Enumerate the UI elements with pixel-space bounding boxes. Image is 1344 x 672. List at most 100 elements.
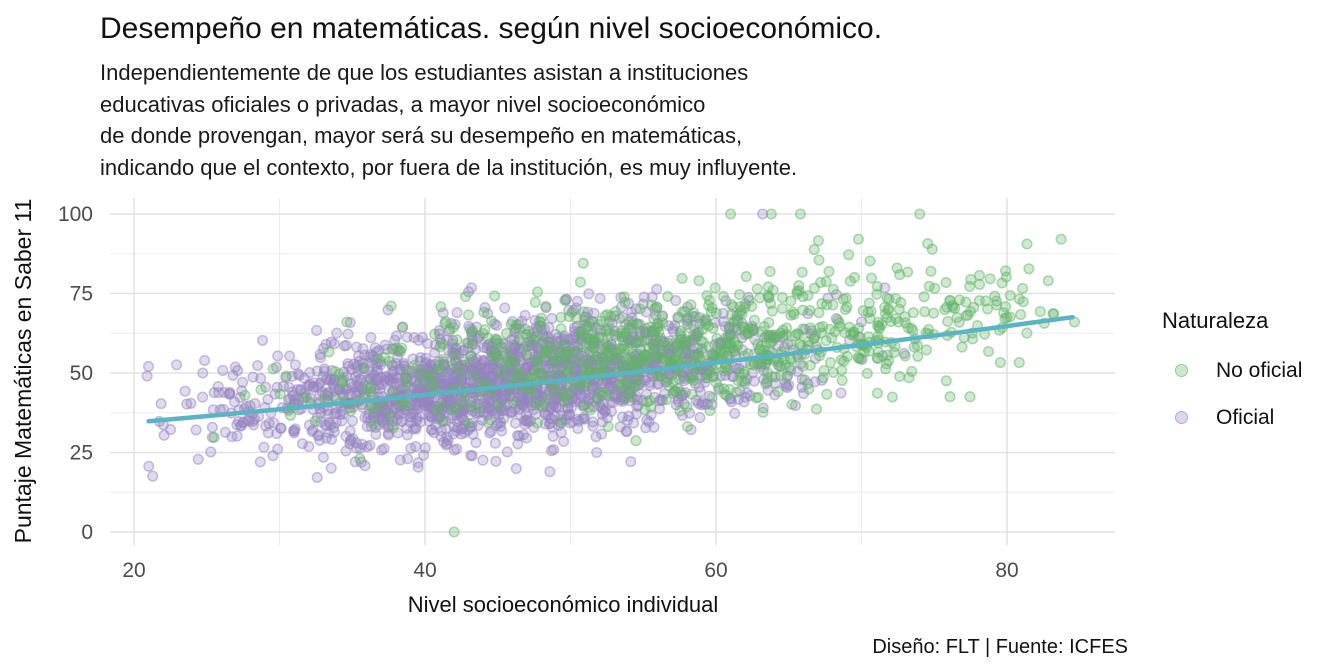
data-point — [534, 320, 546, 332]
data-point — [951, 312, 963, 324]
data-point — [1013, 357, 1025, 369]
data-point — [676, 272, 688, 284]
data-point — [886, 391, 898, 403]
data-point — [490, 455, 502, 467]
data-point — [206, 421, 218, 433]
data-point — [313, 429, 325, 441]
data-point — [964, 280, 976, 292]
data-point — [918, 291, 930, 303]
data-point — [730, 386, 743, 398]
data-point — [864, 255, 876, 267]
data-point — [530, 399, 542, 411]
data-point — [942, 315, 954, 327]
data-point — [743, 294, 755, 306]
data-point — [940, 375, 952, 387]
data-point — [655, 369, 668, 381]
data-point — [808, 282, 820, 294]
data-point — [824, 357, 837, 369]
data-point — [258, 441, 270, 453]
data-point — [387, 422, 399, 434]
data-point — [835, 387, 847, 399]
data-point — [454, 367, 466, 379]
data-point — [574, 276, 586, 288]
data-point — [652, 318, 664, 330]
data-point — [499, 302, 511, 314]
data-point — [678, 305, 691, 317]
data-point — [890, 292, 902, 305]
data-point — [342, 328, 354, 340]
data-point — [706, 392, 718, 404]
data-point — [785, 295, 797, 307]
data-point — [249, 398, 261, 410]
subtitle-line-1: Independientemente de que los estudiante… — [100, 60, 749, 85]
data-point — [341, 316, 353, 328]
data-point — [428, 379, 440, 391]
data-point — [681, 401, 693, 413]
data-point — [365, 332, 377, 344]
data-point — [725, 208, 737, 220]
data-point — [1042, 275, 1054, 287]
data-point — [584, 404, 596, 416]
data-point — [311, 324, 323, 336]
data-point — [735, 304, 747, 316]
data-point — [354, 442, 366, 454]
data-point — [920, 344, 933, 356]
data-point — [974, 278, 986, 290]
data-point — [929, 282, 941, 294]
data-point — [829, 326, 841, 338]
data-point — [861, 367, 873, 379]
data-point — [465, 282, 478, 294]
data-point — [412, 457, 424, 469]
data-point — [599, 359, 611, 371]
data-point — [500, 327, 513, 339]
data-point — [529, 296, 541, 308]
data-point — [489, 335, 501, 347]
data-point — [784, 362, 796, 374]
data-point — [1021, 238, 1033, 250]
data-point — [891, 262, 903, 274]
data-point — [853, 322, 865, 334]
data-point — [1047, 307, 1059, 320]
data-point — [692, 347, 704, 359]
data-point — [634, 303, 646, 315]
legend: Naturaleza No oficial Oficial — [1155, 308, 1302, 454]
data-point — [482, 417, 494, 429]
data-point — [437, 338, 449, 350]
data-point — [616, 411, 629, 423]
data-point — [663, 380, 675, 392]
data-point — [185, 397, 197, 409]
data-point — [143, 460, 155, 472]
y-tick-label: 50 — [70, 362, 93, 385]
data-point — [459, 291, 472, 303]
data-point — [827, 283, 839, 295]
data-point — [594, 387, 607, 399]
data-point — [555, 349, 567, 361]
data-point — [984, 273, 996, 285]
data-point — [631, 318, 643, 330]
data-point — [411, 415, 423, 427]
data-point — [318, 365, 330, 377]
chart-title: Desempeño en matemáticas. según nivel so… — [100, 12, 883, 45]
data-point — [804, 304, 816, 317]
data-point — [618, 343, 630, 355]
y-tick-label: 100 — [58, 203, 93, 226]
data-point — [739, 391, 751, 403]
data-point — [510, 323, 522, 335]
data-point — [602, 420, 614, 433]
data-point — [267, 363, 279, 375]
data-point — [199, 354, 211, 366]
data-point — [1055, 233, 1067, 245]
data-point — [323, 346, 335, 358]
data-point — [551, 366, 563, 378]
data-point — [764, 266, 776, 278]
data-point — [447, 321, 460, 334]
data-point — [794, 338, 806, 350]
data-point — [799, 374, 811, 386]
data-point — [902, 266, 914, 278]
data-point — [478, 341, 490, 354]
data-point — [489, 290, 501, 302]
data-point — [434, 364, 447, 376]
data-point — [262, 427, 274, 439]
data-point — [338, 340, 350, 352]
